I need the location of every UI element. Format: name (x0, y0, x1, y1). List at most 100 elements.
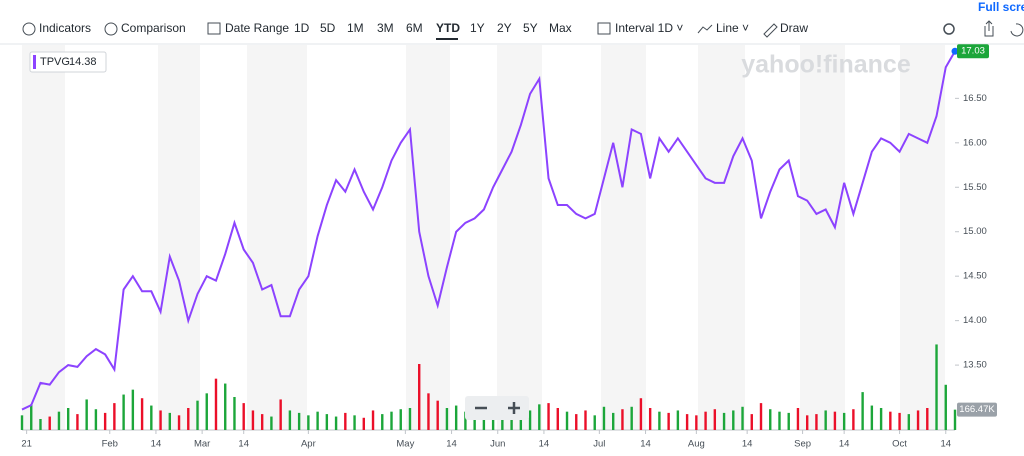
volume-bar (593, 415, 596, 430)
volume-bar (242, 403, 245, 430)
y-tick-label: 16.50 (963, 93, 987, 104)
volume-bar (565, 411, 569, 430)
range-button[interactable]: 5Y (523, 21, 538, 35)
toolbar-button[interactable]: Line ˅ (716, 21, 749, 35)
legend-value: 14.38 (69, 56, 97, 68)
range-button[interactable]: 5D (320, 21, 336, 35)
volume-bar (427, 393, 430, 430)
volume-bar (353, 415, 356, 430)
x-tick-label: Sep (794, 439, 811, 450)
volume-bar (381, 414, 384, 430)
volume-bar (722, 412, 726, 430)
background-bands (22, 45, 945, 430)
x-tick-label: Feb (102, 439, 118, 450)
fullscreen-button[interactable]: Full scree (978, 0, 1024, 14)
price-badge (957, 44, 989, 59)
volume-bar (371, 410, 375, 430)
volume-bar (796, 408, 800, 430)
y-tick-label: 14.50 (963, 271, 987, 282)
volume-bar (584, 410, 587, 430)
volume-bar (140, 398, 144, 430)
range-button[interactable]: 2Y (497, 21, 512, 35)
volume-bar (879, 408, 883, 430)
range-button[interactable]: 1M (347, 21, 364, 35)
x-tick-label: 14 (839, 439, 850, 450)
toolbar: Indicators Comparison Date Range 1D 5D 1… (22, 0, 1024, 40)
x-tick-label: Jun (490, 439, 505, 450)
price-line (21, 50, 956, 411)
settings-icon[interactable] (943, 23, 955, 35)
volume-bar (362, 417, 365, 430)
volume-bar (907, 414, 911, 430)
volume-bar (297, 412, 301, 430)
volume-bar (473, 410, 476, 430)
legend: TPVG 14.38 (29, 51, 107, 73)
share-icon[interactable] (984, 20, 994, 37)
legend-name: TPVG (40, 56, 70, 68)
range-button[interactable]: 6M (406, 21, 423, 35)
icon (763, 23, 778, 38)
toolbar-button[interactable]: Draw (780, 21, 808, 35)
volume-bar (935, 344, 938, 430)
range-button[interactable]: 3M (377, 21, 394, 35)
volume-bar (177, 415, 181, 430)
zoom-in[interactable] (508, 402, 520, 414)
volume-bar (926, 408, 929, 430)
volume-bar (852, 409, 855, 430)
x-tick-label: 14 (539, 439, 550, 450)
band (158, 45, 200, 430)
toolbar-button[interactable]: Interval 1D ˅ (615, 21, 683, 35)
range-button[interactable]: Max (549, 21, 572, 35)
volume-bar (214, 378, 218, 430)
volume-bar (251, 410, 255, 430)
volume-bar (732, 410, 735, 430)
volume-bar (898, 412, 901, 430)
volume-bar (824, 410, 827, 430)
volume-bar (334, 416, 338, 430)
range-button[interactable]: 1Y (470, 21, 485, 35)
icon (597, 22, 611, 35)
volume-bar (602, 406, 606, 430)
volume-bar (861, 392, 864, 430)
icon (104, 22, 118, 36)
toolbar-button[interactable]: Comparison (121, 21, 186, 35)
volume-bar (815, 414, 818, 430)
volume-bar (805, 415, 809, 430)
volume-bar (196, 400, 199, 430)
volume-bar (630, 406, 633, 430)
volume-bar (122, 394, 125, 430)
volume-bar (233, 397, 236, 430)
band (601, 45, 646, 430)
volume-bar (547, 403, 550, 430)
toolbar-button[interactable]: Date Range (225, 21, 289, 35)
volume-bar (464, 411, 467, 430)
volume-bar (842, 412, 846, 430)
x-tick-label: 14 (151, 439, 162, 450)
volume-bar (695, 415, 698, 430)
y-tick-label: 13.50 (963, 360, 987, 371)
volume-bar (270, 416, 273, 430)
volume-bar (445, 408, 449, 430)
x-tick-label: 14 (742, 439, 753, 450)
watermark: yahoo!finance (741, 51, 911, 79)
volume-bar (76, 414, 79, 430)
volume-bar (418, 364, 421, 430)
x-tick-label: 21 (21, 439, 32, 450)
range-button[interactable]: 1D (294, 21, 310, 35)
volume-bar (713, 409, 717, 430)
range-button-active[interactable]: YTD (436, 21, 460, 35)
volume-bar (889, 411, 892, 430)
toolbar-button[interactable]: Indicators (39, 21, 91, 35)
volume-bar (187, 408, 190, 430)
volume-bar (224, 383, 227, 430)
volume-badge (957, 402, 997, 417)
y-tick-label: 16.00 (963, 137, 987, 148)
x-tick-label: 14 (940, 439, 951, 450)
volume-bar (131, 389, 135, 430)
reset-icon[interactable] (1010, 23, 1024, 37)
x-tick-label: 14 (446, 439, 457, 450)
volume-bar (575, 414, 578, 430)
volume-bar (769, 409, 772, 430)
volume-bar (750, 414, 753, 430)
